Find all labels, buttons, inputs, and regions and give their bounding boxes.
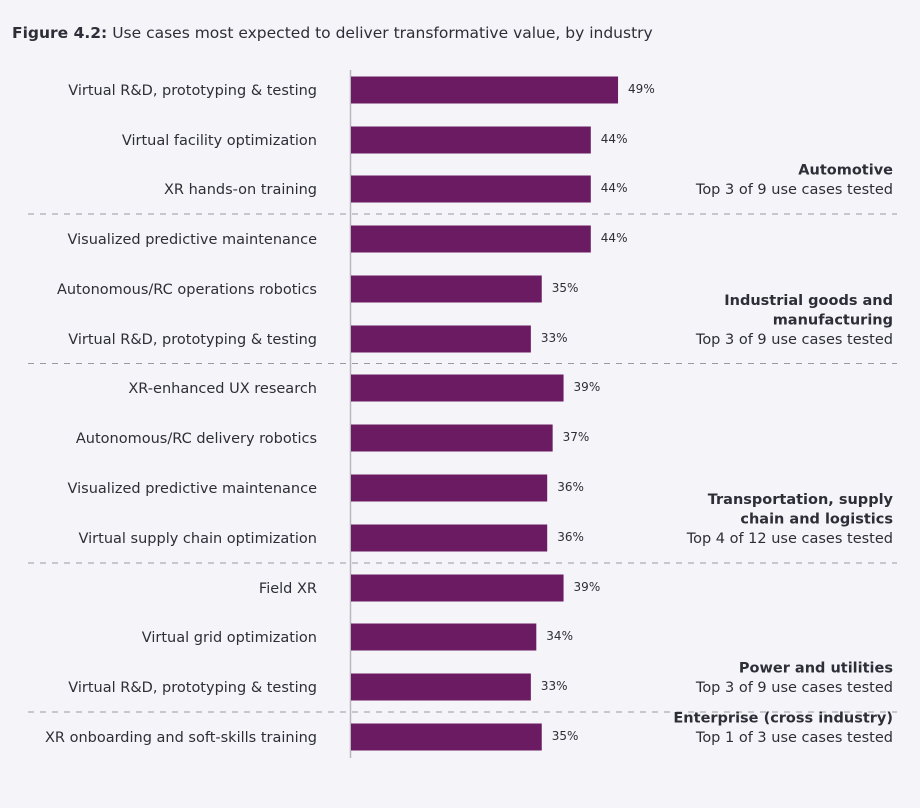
bar	[351, 623, 537, 651]
category-label: Field XR	[259, 581, 317, 597]
data-label: 33%	[541, 331, 568, 345]
category-label: Virtual grid optimization	[142, 630, 317, 646]
bar	[351, 76, 619, 104]
category-label: XR hands-on training	[164, 182, 317, 198]
group-subtitle: Top 1 of 3 use cases tested	[695, 730, 893, 746]
category-label: Virtual supply chain optimization	[79, 531, 317, 547]
data-label: 37%	[563, 430, 590, 444]
data-label: 35%	[552, 281, 579, 295]
category-label: XR-enhanced UX research	[128, 381, 317, 397]
data-label: 44%	[601, 181, 628, 195]
group-subtitle: Top 3 of 9 use cases tested	[695, 182, 893, 198]
category-label: Virtual facility optimization	[122, 133, 317, 149]
figure-caption: Use cases most expected to deliver trans…	[112, 24, 653, 42]
group-subtitle: Top 3 of 9 use cases tested	[695, 332, 893, 348]
bar	[351, 723, 542, 751]
figure-label: Figure 4.2:	[12, 24, 108, 42]
group-subtitle: Top 4 of 12 use cases tested	[686, 531, 893, 547]
data-label: 35%	[552, 729, 579, 743]
group-name: Automotive	[798, 163, 893, 179]
category-label: XR onboarding and soft-skills training	[45, 730, 317, 746]
group-name: Industrial goods and	[724, 293, 893, 309]
group-name: manufacturing	[773, 313, 893, 329]
category-label: Virtual R&D, prototyping & testing	[68, 83, 317, 99]
data-label: 36%	[557, 530, 584, 544]
data-label: 44%	[601, 132, 628, 146]
figure-title: Figure 4.2: Use cases most expected to d…	[12, 24, 653, 42]
data-label: 39%	[574, 580, 601, 594]
bar	[351, 374, 564, 402]
bar	[351, 524, 548, 552]
bar	[351, 673, 531, 701]
bar	[351, 126, 591, 154]
category-label: Virtual R&D, prototyping & testing	[68, 332, 317, 348]
data-label: 44%	[601, 231, 628, 245]
category-label: Autonomous/RC operations robotics	[57, 282, 317, 298]
data-label: 33%	[541, 679, 568, 693]
bar	[351, 325, 531, 353]
bar	[351, 275, 542, 303]
bar	[351, 574, 564, 602]
data-label: 34%	[546, 629, 573, 643]
group-name: Enterprise (cross industry)	[673, 711, 893, 727]
data-label: 36%	[557, 480, 584, 494]
bar	[351, 474, 548, 502]
bar	[351, 225, 591, 253]
group-name: Transportation, supply	[708, 492, 894, 508]
data-label: 39%	[574, 380, 601, 394]
category-label: Visualized predictive maintenance	[68, 232, 318, 248]
bar	[351, 175, 591, 203]
category-label: Virtual R&D, prototyping & testing	[68, 680, 317, 696]
group-subtitle: Top 3 of 9 use cases tested	[695, 680, 893, 696]
category-label: Visualized predictive maintenance	[68, 481, 318, 497]
data-label: 49%	[628, 82, 655, 96]
group-name: Power and utilities	[739, 661, 893, 677]
category-label: Autonomous/RC delivery robotics	[76, 431, 317, 447]
group-name: chain and logistics	[740, 512, 893, 528]
bar	[351, 424, 553, 452]
